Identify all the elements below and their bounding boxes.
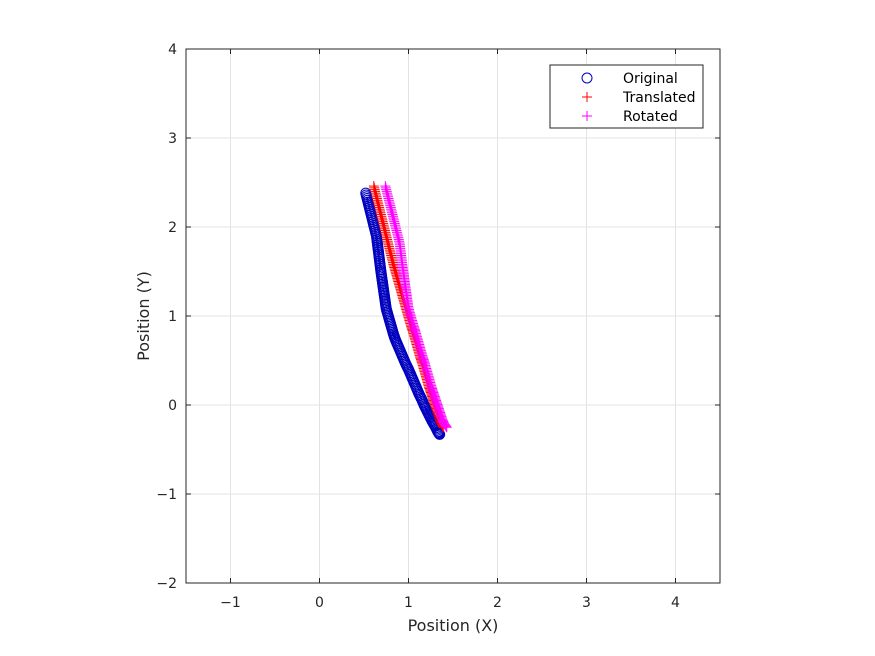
data-point bbox=[439, 419, 450, 430]
y-tick-label: −1 bbox=[156, 487, 177, 503]
plot-area: −1 0 1 2 3 4 −2 −1 0 1 2 3 4 bbox=[156, 42, 721, 611]
legend-marker bbox=[582, 92, 592, 102]
x-tick-label: 1 bbox=[404, 595, 413, 611]
y-tick-label: 4 bbox=[168, 42, 177, 58]
legend: Original Translated Rotated bbox=[549, 64, 704, 129]
data-point bbox=[441, 421, 452, 432]
legend-item-original: Original bbox=[581, 71, 678, 87]
y-tick-label: −2 bbox=[156, 576, 177, 592]
y-tick-label: 2 bbox=[168, 220, 177, 236]
legend-label: Original bbox=[623, 71, 678, 87]
data-point bbox=[441, 422, 452, 433]
y-axis-label: Position (Y) bbox=[134, 271, 153, 361]
y-tick-label: 3 bbox=[168, 131, 177, 147]
x-tick-label: 3 bbox=[582, 595, 591, 611]
legend-marker bbox=[582, 111, 592, 121]
x-tick-label: 4 bbox=[671, 595, 680, 611]
legend-box bbox=[549, 64, 704, 129]
x-tick-label: 2 bbox=[493, 595, 502, 611]
x-axis-label: Position (X) bbox=[408, 616, 499, 635]
tick-labels: −1 0 1 2 3 4 −2 −1 0 1 2 3 4 bbox=[156, 42, 680, 611]
y-tick-label: 0 bbox=[168, 398, 177, 414]
data-point bbox=[434, 428, 446, 440]
legend-label: Translated bbox=[622, 90, 695, 106]
x-tick-label: 0 bbox=[315, 595, 324, 611]
series-rotated bbox=[380, 181, 452, 433]
y-tick-label: 1 bbox=[168, 309, 177, 325]
ticks bbox=[186, 48, 720, 584]
x-tick-label: −1 bbox=[220, 595, 241, 611]
series-original bbox=[360, 187, 446, 440]
legend-item-rotated: Rotated bbox=[582, 109, 678, 125]
legend-item-translated: Translated bbox=[582, 90, 695, 106]
legend-marker bbox=[581, 72, 593, 84]
data-point bbox=[440, 420, 451, 431]
series-layer bbox=[360, 181, 452, 440]
legend-entries: Original Translated Rotated bbox=[581, 71, 695, 125]
legend-label: Rotated bbox=[623, 109, 678, 125]
